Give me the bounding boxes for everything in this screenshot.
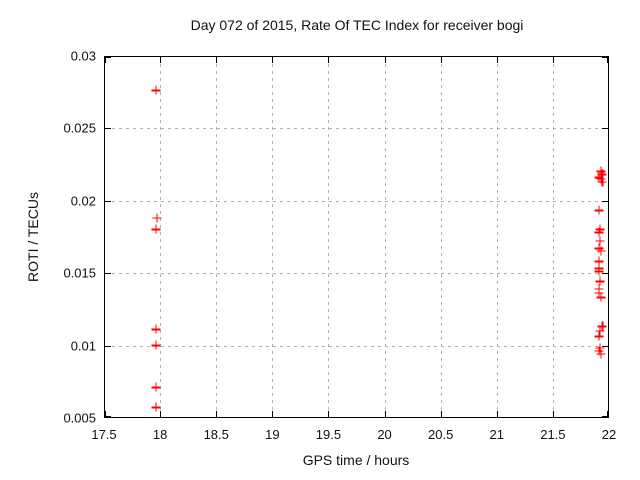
data-point bbox=[594, 256, 604, 266]
tick-mark bbox=[440, 57, 442, 63]
x-axis-label: GPS time / hours bbox=[302, 452, 410, 468]
tick-mark bbox=[384, 57, 386, 63]
tick-mark bbox=[160, 411, 162, 417]
tick-mark bbox=[105, 57, 111, 58]
grid-line-v bbox=[496, 57, 498, 417]
grid-line-v bbox=[552, 57, 554, 417]
tick-mark bbox=[105, 57, 106, 63]
data-point bbox=[595, 343, 605, 353]
tick-mark bbox=[105, 200, 111, 202]
data-point bbox=[151, 324, 160, 334]
data-point bbox=[594, 331, 604, 341]
grid-line-v bbox=[160, 57, 162, 417]
tick-mark bbox=[602, 128, 608, 130]
data-point bbox=[595, 276, 605, 286]
y-tick-label: 0.005 bbox=[63, 410, 96, 426]
tick-mark bbox=[328, 57, 330, 63]
data-point bbox=[151, 402, 160, 412]
tick-mark bbox=[552, 411, 554, 417]
tick-mark bbox=[496, 411, 498, 417]
tick-mark bbox=[602, 200, 608, 202]
tick-mark bbox=[328, 411, 330, 417]
data-point bbox=[596, 349, 606, 359]
grid-line-v bbox=[384, 57, 386, 417]
tick-mark bbox=[552, 57, 554, 63]
grid-line-v bbox=[216, 57, 218, 417]
tick-mark bbox=[496, 57, 498, 63]
data-point bbox=[594, 205, 604, 215]
data-point bbox=[596, 166, 606, 176]
data-point bbox=[596, 174, 606, 184]
tick-mark bbox=[216, 411, 218, 417]
tick-mark bbox=[216, 57, 218, 63]
y-tick-label: 0.03 bbox=[70, 48, 96, 64]
tick-mark bbox=[160, 57, 162, 63]
y-tick-label: 0.01 bbox=[70, 338, 96, 354]
x-tick-label: 22 bbox=[601, 427, 617, 442]
grid-line-v bbox=[328, 57, 330, 417]
tick-mark bbox=[602, 416, 608, 417]
x-tick-label: 18 bbox=[152, 427, 168, 442]
data-point bbox=[594, 243, 604, 253]
tick-mark bbox=[440, 411, 442, 417]
tick-mark bbox=[602, 57, 608, 58]
grid-line-h bbox=[105, 128, 608, 130]
data-point bbox=[596, 246, 606, 256]
y-tick-label: 0.02 bbox=[70, 193, 96, 209]
tick-mark bbox=[607, 57, 608, 63]
x-tick-label: 20.5 bbox=[428, 427, 454, 442]
grid-line-v bbox=[272, 57, 274, 417]
tick-mark bbox=[607, 411, 608, 417]
data-point bbox=[597, 321, 607, 331]
tick-mark bbox=[272, 57, 274, 63]
tick-mark bbox=[272, 411, 274, 417]
data-point bbox=[595, 236, 605, 246]
tick-mark bbox=[105, 411, 106, 417]
plot-area bbox=[104, 56, 609, 418]
data-point bbox=[594, 266, 604, 276]
x-tick-label: 21.5 bbox=[540, 427, 566, 442]
x-tick-label: 17.5 bbox=[91, 427, 117, 442]
x-tick-label: 20 bbox=[377, 427, 392, 442]
tick-mark bbox=[105, 273, 111, 275]
chart-title: Day 072 of 2015, Rate Of TEC Index for r… bbox=[190, 17, 524, 33]
tick-mark bbox=[105, 416, 111, 417]
tick-mark bbox=[105, 128, 111, 130]
grid-line-h bbox=[105, 200, 608, 202]
y-tick-label: 0.025 bbox=[63, 120, 96, 136]
data-point bbox=[594, 227, 604, 237]
data-point bbox=[595, 224, 605, 234]
data-point bbox=[152, 213, 162, 223]
grid-line-v bbox=[440, 57, 442, 417]
data-point bbox=[151, 382, 160, 392]
data-point bbox=[594, 346, 604, 356]
data-point bbox=[596, 292, 606, 302]
grid-line-h bbox=[105, 345, 608, 347]
x-tick-label: 19.5 bbox=[315, 427, 342, 442]
data-point bbox=[597, 177, 607, 187]
x-tick-label: 21 bbox=[489, 427, 504, 442]
x-tick-label: 19 bbox=[265, 427, 280, 442]
data-point bbox=[151, 85, 160, 95]
data-point bbox=[594, 172, 604, 182]
tick-mark bbox=[602, 273, 608, 275]
grid-line-h bbox=[105, 273, 608, 275]
data-point bbox=[151, 340, 160, 350]
y-tick-label: 0.015 bbox=[63, 265, 96, 281]
data-point bbox=[595, 326, 605, 336]
tick-mark bbox=[384, 411, 386, 417]
tick-mark bbox=[105, 345, 111, 347]
x-tick-label: 18.5 bbox=[203, 427, 229, 442]
tick-mark bbox=[602, 345, 608, 347]
data-point bbox=[597, 169, 607, 179]
data-point bbox=[151, 224, 160, 234]
data-point bbox=[594, 288, 604, 298]
